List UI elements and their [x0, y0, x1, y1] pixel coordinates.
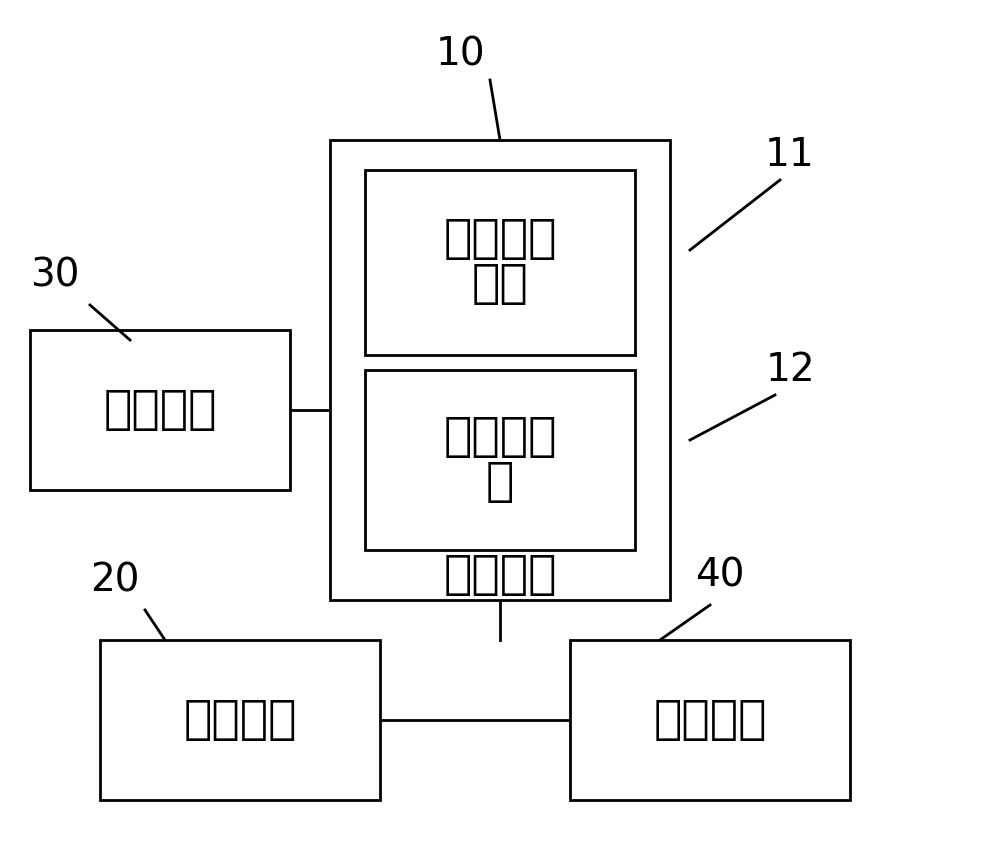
Text: 12: 12	[765, 351, 815, 389]
Text: 块: 块	[486, 460, 514, 504]
Bar	[100, 640, 380, 800]
Bar	[30, 330, 290, 490]
Text: 11: 11	[765, 136, 815, 174]
Text: 30: 30	[30, 256, 80, 294]
Bar	[330, 140, 670, 600]
Text: 第二单元: 第二单元	[183, 698, 297, 742]
Text: 修正单元: 修正单元	[653, 698, 767, 742]
Text: 10: 10	[435, 36, 485, 74]
Bar	[570, 640, 850, 800]
Text: 20: 20	[90, 561, 140, 599]
Bar	[365, 170, 635, 355]
Text: 40: 40	[695, 556, 745, 594]
Text: 第三单元: 第三单元	[103, 387, 217, 433]
Text: 预处理模: 预处理模	[443, 416, 557, 460]
Text: 数据获取: 数据获取	[443, 217, 557, 262]
Text: 模块: 模块	[472, 262, 528, 307]
Text: 第一单元: 第一单元	[443, 552, 557, 598]
Bar	[365, 370, 635, 550]
